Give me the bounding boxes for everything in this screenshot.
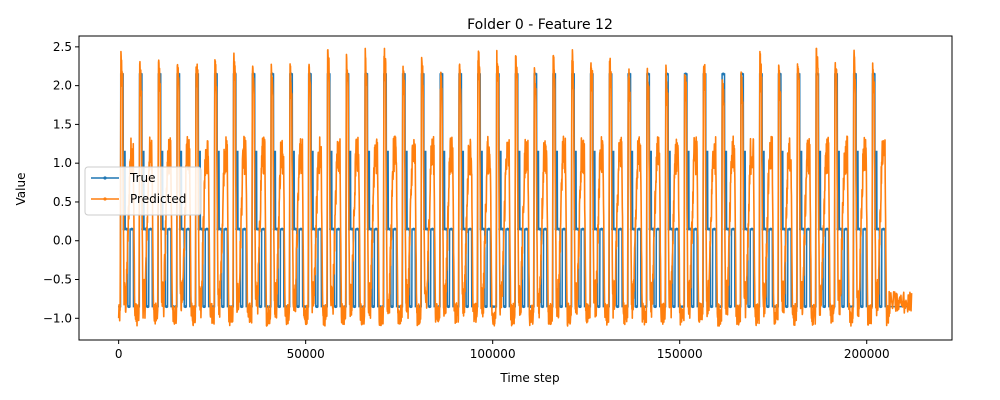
y-tick-label: −0.5 [43,273,72,287]
x-tick-label: 100000 [470,347,516,361]
legend-label-true: True [129,171,156,185]
x-axis-title: Time step [499,371,559,385]
plot-frame [78,35,953,341]
legend-label-predicted: Predicted [130,192,186,206]
legend-marker-predicted [103,197,107,201]
y-tick-label: 1.5 [53,117,72,131]
y-tick-label: 0.5 [53,195,72,209]
plot-area [117,47,913,327]
x-tick-label: 0 [115,347,123,361]
y-tick-label: 2.0 [53,79,72,93]
y-axis: −1.0 −0.5 0.0 0.5 1.0 1.5 2.0 2.5 [43,40,79,325]
y-tick-label: −1.0 [43,311,72,325]
chart-title: Folder 0 - Feature 12 [467,17,613,33]
y-axis-title: Value [14,173,28,206]
y-tick-label: 1.0 [53,156,72,170]
series-line-predicted [117,47,913,327]
x-axis: 0 50000 100000 150000 200000 [115,340,890,361]
x-tick-label: 150000 [657,347,703,361]
x-tick-label: 50000 [287,347,325,361]
y-tick-label: 0.0 [53,234,72,248]
legend: True Predicted [84,166,202,216]
y-tick-label: 2.5 [53,40,72,54]
x-tick-label: 200000 [844,347,890,361]
legend-box [84,166,202,216]
legend-marker-true [103,176,107,180]
